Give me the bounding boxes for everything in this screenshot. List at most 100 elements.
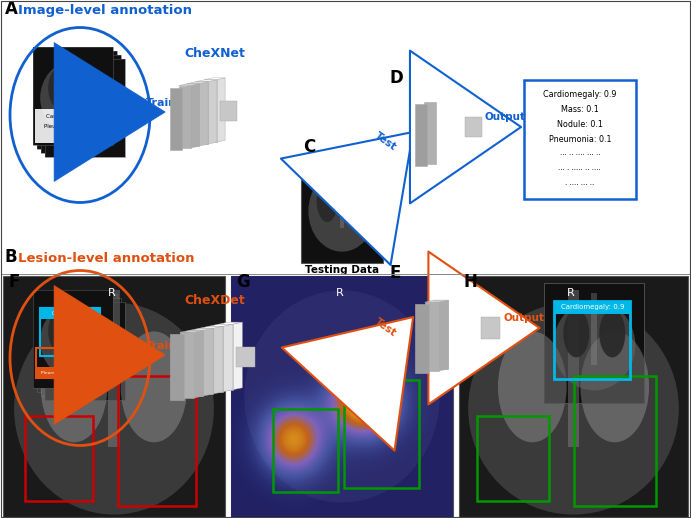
Text: D: D	[390, 69, 404, 87]
Bar	[45, 302, 125, 400]
Text: E: E	[390, 264, 401, 282]
Ellipse shape	[60, 324, 81, 363]
Ellipse shape	[121, 332, 187, 442]
Ellipse shape	[468, 303, 679, 514]
Ellipse shape	[89, 324, 110, 363]
Bar	[591, 293, 597, 365]
Polygon shape	[439, 300, 448, 371]
Polygon shape	[214, 326, 223, 394]
Bar	[189, 330, 203, 396]
Polygon shape	[209, 324, 233, 326]
Text: Train: Train	[146, 341, 177, 351]
Text: Pleural Effusion: Yes;: Pleural Effusion: Yes;	[44, 123, 101, 128]
Bar	[83, 310, 87, 369]
Ellipse shape	[599, 309, 625, 357]
Text: Test: Test	[372, 316, 398, 339]
Polygon shape	[448, 298, 458, 369]
Ellipse shape	[89, 81, 110, 120]
Bar	[205, 80, 216, 142]
Polygon shape	[180, 330, 203, 333]
Bar	[339, 164, 344, 228]
Ellipse shape	[85, 320, 106, 359]
Ellipse shape	[77, 68, 98, 108]
Text: CheXDet: CheXDet	[184, 294, 245, 307]
Bar	[41, 55, 121, 153]
Polygon shape	[187, 82, 208, 84]
Polygon shape	[444, 98, 453, 162]
Bar	[424, 102, 436, 164]
Polygon shape	[462, 94, 470, 158]
Polygon shape	[441, 96, 462, 98]
Ellipse shape	[48, 311, 69, 351]
Polygon shape	[205, 78, 225, 80]
Text: Image-level annotation: Image-level annotation	[18, 4, 192, 17]
Ellipse shape	[48, 312, 114, 386]
Bar	[33, 290, 113, 388]
Text: C: C	[303, 138, 315, 156]
Bar	[344, 380, 419, 488]
Text: Output: Output	[485, 112, 526, 122]
Bar	[301, 155, 383, 263]
Ellipse shape	[48, 69, 114, 143]
Bar	[415, 305, 429, 373]
Bar	[83, 67, 87, 126]
Text: Pneumonia: 0.1: Pneumonia: 0.1	[549, 135, 611, 144]
Bar	[459, 276, 688, 517]
Bar	[545, 283, 644, 403]
Polygon shape	[223, 324, 233, 392]
Bar	[218, 324, 233, 390]
Text: Pleural Effusion: Pleural Effusion	[41, 370, 75, 375]
Bar	[37, 51, 117, 149]
Bar	[79, 63, 84, 122]
Bar	[477, 416, 549, 501]
Bar	[33, 47, 113, 145]
Bar	[180, 333, 193, 398]
Bar	[41, 298, 121, 396]
Bar	[45, 59, 125, 157]
Ellipse shape	[56, 77, 77, 116]
Text: Lesion-level annotation: Lesion-level annotation	[18, 252, 194, 265]
Ellipse shape	[40, 304, 106, 378]
Polygon shape	[432, 98, 453, 99]
Bar	[568, 290, 579, 447]
Ellipse shape	[498, 332, 567, 442]
Ellipse shape	[48, 68, 69, 108]
Polygon shape	[196, 80, 216, 82]
Bar	[441, 98, 453, 160]
Bar	[545, 283, 644, 403]
Bar	[464, 294, 477, 363]
Ellipse shape	[53, 73, 73, 112]
Bar	[273, 409, 338, 492]
Text: B: B	[5, 248, 18, 266]
Polygon shape	[468, 294, 477, 365]
Text: R: R	[567, 288, 575, 298]
Bar	[196, 82, 208, 144]
Ellipse shape	[81, 315, 102, 355]
Text: G: G	[236, 273, 249, 291]
FancyBboxPatch shape	[524, 80, 636, 199]
Bar	[45, 59, 125, 157]
Bar	[481, 317, 500, 339]
Text: Test: Test	[372, 131, 398, 152]
Bar	[301, 155, 383, 263]
Polygon shape	[424, 99, 444, 102]
Text: Cardiomegaly: Yes;: Cardiomegaly: Yes;	[46, 114, 99, 119]
Bar	[70, 298, 75, 356]
Text: Train: Train	[146, 98, 177, 108]
Ellipse shape	[81, 73, 102, 112]
Ellipse shape	[41, 332, 107, 442]
Text: A: A	[5, 0, 18, 18]
Text: Nodule: 0.1: Nodule: 0.1	[557, 120, 603, 129]
Ellipse shape	[563, 309, 589, 357]
Bar	[40, 308, 100, 319]
Polygon shape	[425, 300, 448, 302]
Polygon shape	[191, 84, 200, 148]
Ellipse shape	[553, 300, 635, 391]
Bar	[25, 416, 93, 501]
Text: Others: No.: Others: No.	[57, 133, 88, 138]
Bar	[3, 276, 225, 517]
Text: R: R	[108, 288, 115, 298]
Bar	[449, 96, 462, 158]
Ellipse shape	[53, 315, 73, 355]
Ellipse shape	[60, 81, 81, 120]
